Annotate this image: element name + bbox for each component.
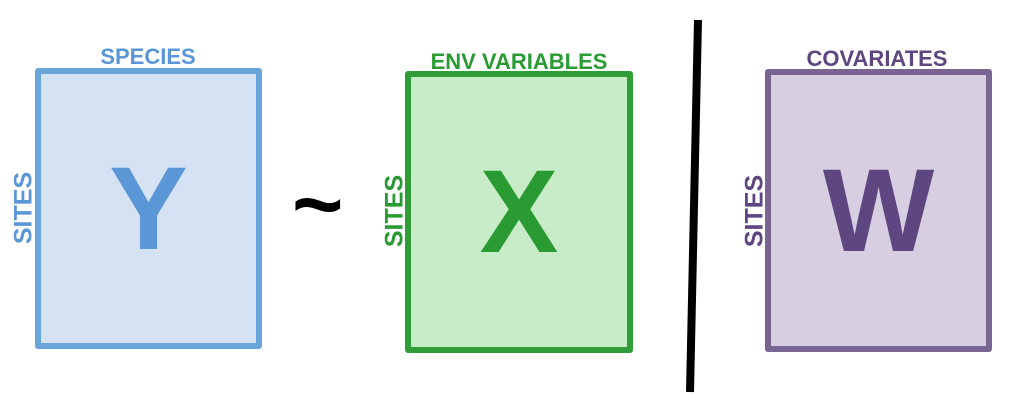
env-matrix-box: X	[405, 71, 633, 353]
covariates-matrix-letter: W	[822, 144, 935, 277]
species-matrix-box: Y	[35, 68, 262, 349]
env-top-label: ENV VARIABLES	[430, 49, 608, 74]
env-matrix-letter: X	[479, 146, 559, 278]
covariates-top-label: COVARIATES	[806, 46, 948, 71]
divider-line	[686, 19, 702, 393]
covariates-sites-label: SITES	[740, 174, 769, 248]
species-top-label: SPECIES	[100, 44, 196, 69]
tilde-operator: ~	[292, 154, 344, 253]
covariates-matrix-box: W	[765, 69, 992, 352]
species-matrix-letter: Y	[109, 142, 188, 275]
